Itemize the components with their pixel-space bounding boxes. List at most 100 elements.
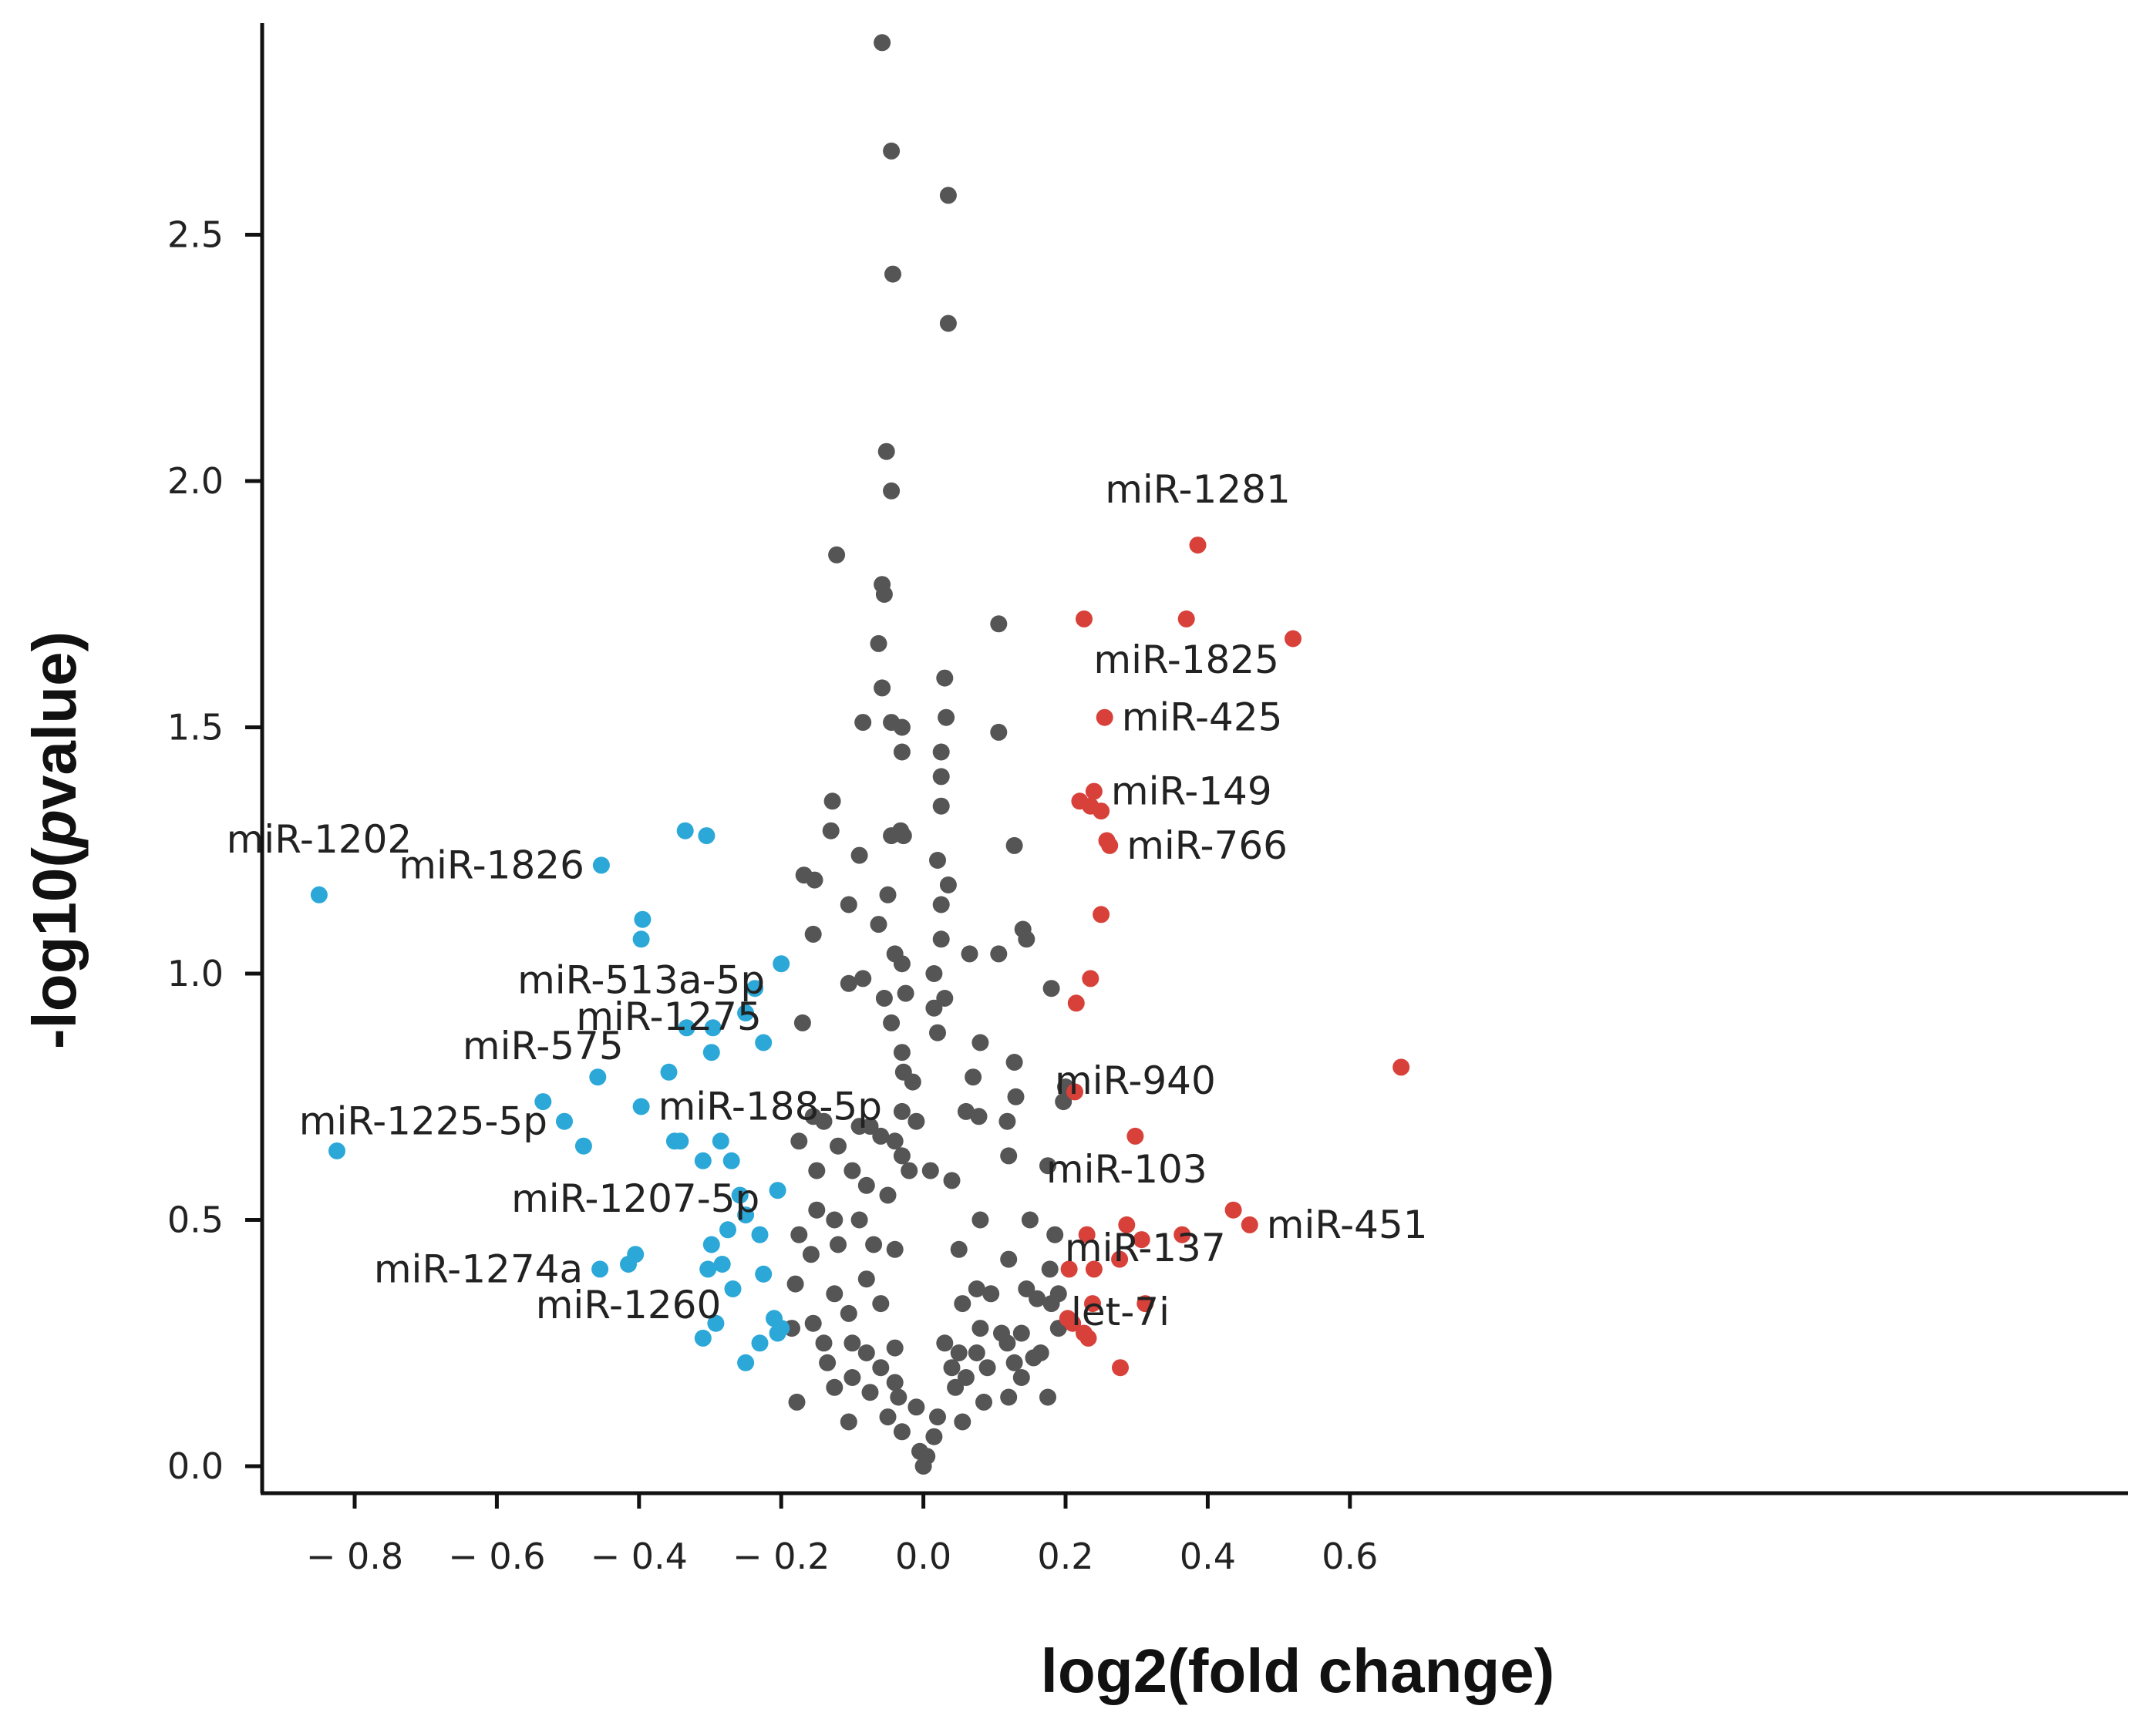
point-down-14 (589, 1068, 607, 1086)
point-up-3 (1076, 610, 1093, 627)
point-label: miR-103 (1046, 1147, 1207, 1192)
point-ns-108 (1029, 1290, 1046, 1307)
point-ns-116 (954, 1295, 971, 1313)
point-label: miR-766 (1126, 823, 1288, 868)
point-ns-59 (1005, 1054, 1023, 1071)
point-label: miR-940 (1055, 1058, 1216, 1103)
point-ns-154 (925, 1428, 943, 1445)
point-down-25 (769, 1182, 786, 1199)
point-ns-61 (965, 1068, 982, 1086)
point-ns-140 (1039, 1388, 1056, 1406)
point-ns-48 (840, 974, 857, 992)
point-ns-131 (1005, 1354, 1023, 1371)
point-ns-37 (870, 916, 887, 934)
point-down-24 (722, 1152, 740, 1169)
point-down-17 (556, 1112, 573, 1130)
point-ns-126 (857, 1344, 875, 1361)
y-axis-title: -log10(pvalue) (20, 631, 89, 1049)
point-down-0 (310, 886, 328, 903)
point-ns-52 (936, 990, 954, 1007)
point-ns-62 (904, 1073, 921, 1091)
point-ns-2 (939, 187, 957, 204)
point-down-22 (712, 1132, 729, 1150)
point-ns-73 (861, 1118, 879, 1135)
point-ns-127 (886, 1339, 904, 1357)
point-up-1 (1285, 630, 1301, 648)
point-ns-115 (872, 1295, 890, 1313)
y-tick-label: 2.0 (167, 460, 224, 502)
point-ns-77 (790, 1132, 808, 1150)
point-up-27 (1084, 1295, 1101, 1313)
point-down-30 (702, 1236, 720, 1253)
point-down-21 (672, 1132, 689, 1150)
point-ns-26 (894, 827, 912, 845)
point-label: miR-1225-5p (299, 1099, 547, 1144)
point-ns-47 (854, 970, 872, 987)
point-ns-74 (872, 1127, 890, 1145)
x-tick-label: − 0.2 (732, 1536, 830, 1577)
point-down-11 (755, 1034, 773, 1051)
point-label: miR-575 (463, 1024, 624, 1068)
point-ns-86 (857, 1176, 875, 1194)
point-ns-85 (844, 1162, 861, 1179)
point-ns-90 (826, 1211, 844, 1229)
point-ns-66 (893, 1102, 911, 1120)
point-label: miR-513a-5p (517, 957, 765, 1002)
point-up-12 (1082, 970, 1099, 987)
point-down-19 (328, 1142, 345, 1159)
point-ns-114 (804, 1314, 822, 1332)
point-down-35 (699, 1260, 717, 1278)
point-down-1 (592, 856, 610, 874)
point-ns-137 (957, 1369, 975, 1386)
y-tick-label: 2.5 (167, 214, 224, 256)
point-ns-45 (893, 955, 911, 973)
point-ns-43 (961, 945, 978, 963)
point-ns-145 (947, 1378, 965, 1396)
point-ns-110 (840, 1304, 857, 1322)
point-down-6 (773, 955, 790, 973)
point-down-4 (634, 910, 652, 928)
point-ns-93 (1021, 1211, 1039, 1229)
point-ns-31 (806, 871, 823, 889)
point-ns-28 (1005, 836, 1023, 854)
x-tick-label: 0.2 (1037, 1536, 1093, 1577)
labels-layer: miR-1281 miR-1825 miR-425 miR-149 miR-766 miR… (227, 467, 1428, 1334)
point-ns-53 (925, 999, 943, 1017)
point-label: miR-451 (1267, 1203, 1428, 1247)
point-up-11 (1093, 906, 1110, 924)
point-ns-19 (932, 743, 950, 761)
point-ns-46 (925, 965, 943, 982)
point-ns-99 (1000, 1250, 1018, 1268)
point-down-12 (660, 1063, 678, 1081)
point-ns-147 (1000, 1388, 1018, 1406)
point-up-23 (1111, 1250, 1129, 1268)
point-ns-153 (893, 1423, 911, 1441)
x-tick-label: 0.6 (1322, 1536, 1378, 1577)
point-ns-75 (886, 1132, 904, 1150)
point-ns-15 (854, 714, 872, 732)
point-ns-139 (1012, 1369, 1030, 1386)
point-up-4 (1096, 708, 1113, 726)
point-ns-57 (971, 1034, 989, 1051)
point-ns-132 (819, 1354, 837, 1371)
point-ns-76 (998, 1112, 1016, 1130)
point-ns-128 (936, 1334, 954, 1352)
point-ns-32 (840, 896, 857, 913)
point-up-29 (1064, 1314, 1082, 1332)
point-down-15 (534, 1093, 552, 1111)
point-ns-152 (954, 1413, 971, 1431)
y-tick-label: 1.5 (167, 707, 224, 749)
point-ns-92 (971, 1211, 989, 1229)
point-ns-69 (970, 1108, 988, 1125)
point-ns-122 (1032, 1344, 1049, 1361)
point-ns-98 (950, 1240, 968, 1258)
point-down-32 (620, 1256, 637, 1273)
point-ns-4 (939, 315, 957, 332)
x-tick-label: 0.0 (895, 1536, 951, 1577)
point-ns-106 (982, 1285, 1000, 1303)
y-axis-title-prefix: -log10( (20, 847, 89, 1050)
point-down-33 (591, 1260, 609, 1278)
point-ns-25 (883, 827, 901, 845)
point-ns-11 (870, 634, 887, 652)
point-label: miR-149 (1111, 769, 1272, 814)
